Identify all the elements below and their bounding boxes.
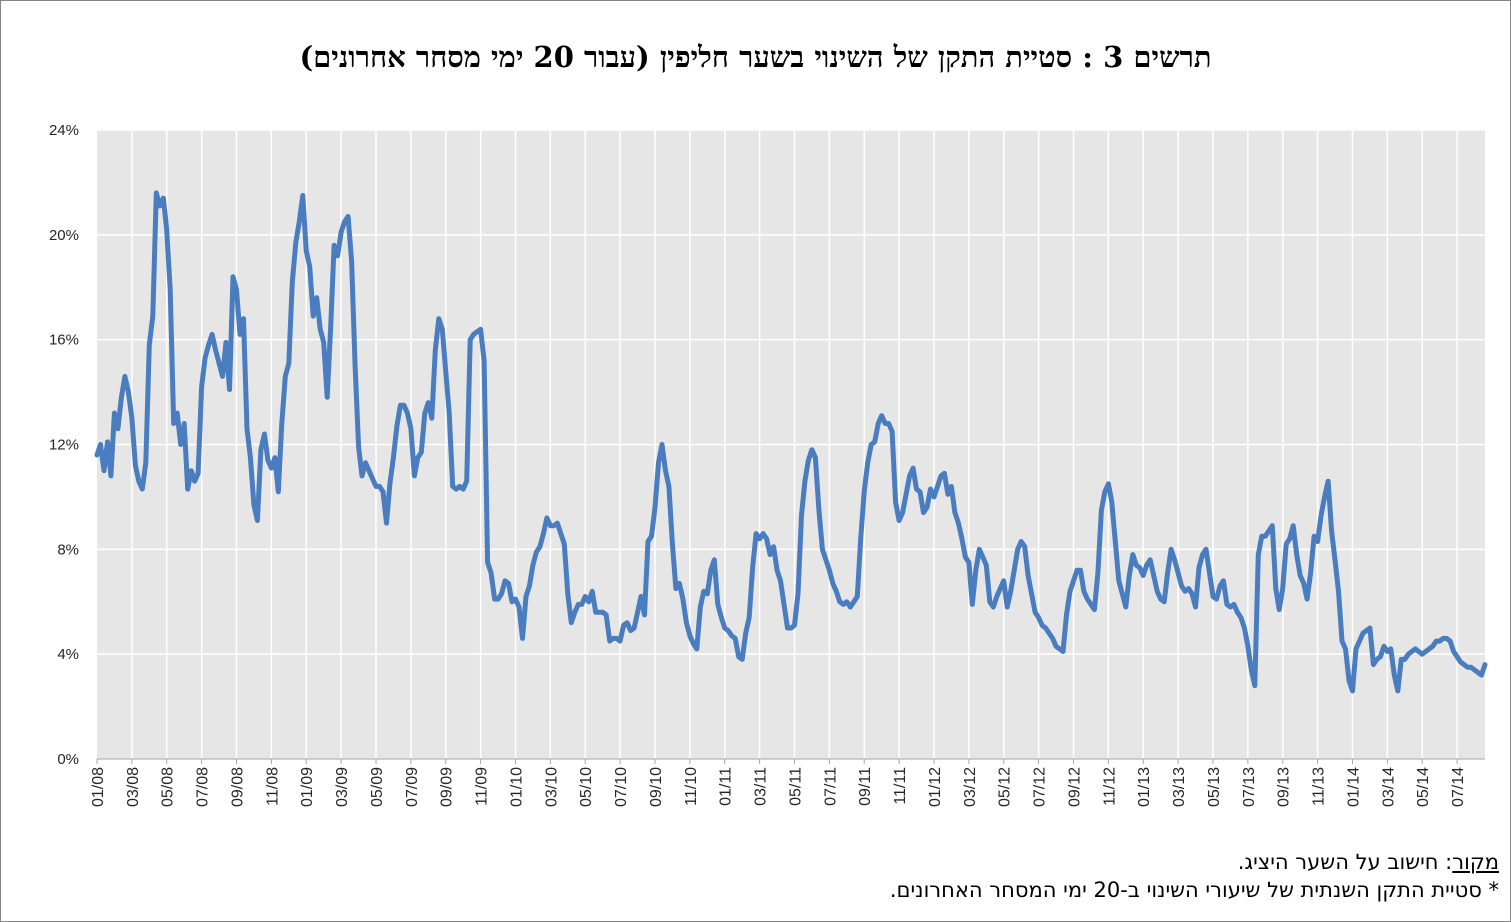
x-tick-label: 01/12 [927, 767, 944, 807]
x-tick-label: 11/08 [264, 767, 281, 806]
x-tick-label: 11/09 [474, 767, 491, 806]
y-tick-label: 0% [57, 751, 79, 768]
y-tick-label: 24% [49, 122, 79, 139]
x-tick-label: 09/09 [439, 767, 456, 807]
x-tick-label: 03/13 [1171, 767, 1188, 807]
x-tick-label: 11/10 [683, 767, 700, 806]
y-tick-label: 8% [57, 541, 79, 558]
x-tick-label: 07/14 [1450, 767, 1467, 807]
x-tick-label: 03/08 [125, 767, 142, 807]
x-tick-label: 09/11 [857, 767, 874, 806]
x-tick-label: 01/08 [90, 767, 107, 807]
series-line [94, 190, 1488, 694]
x-tick-label: 07/08 [195, 767, 212, 807]
x-tick-label: 01/10 [508, 767, 525, 807]
y-tick-label: 20% [49, 227, 79, 244]
x-tick-label: 03/12 [962, 767, 979, 807]
y-tick-label: 4% [57, 646, 79, 663]
y-tick-label: 12% [49, 437, 79, 454]
x-tick-label: 05/08 [160, 767, 177, 807]
x-tick-label: 07/10 [613, 767, 630, 807]
x-tick-label: 07/09 [404, 767, 421, 807]
x-tick-label: 05/13 [1206, 767, 1223, 807]
x-tick-label: 09/10 [648, 767, 665, 807]
chart-title: תרשים 3 : סטיית התקן של השינוי בשער חליפ… [299, 40, 1212, 74]
x-tick-label: 03/11 [753, 767, 770, 806]
x-tick-label: 07/12 [1032, 767, 1049, 807]
x-tick-label: 05/09 [369, 767, 386, 807]
x-tick-label: 01/13 [1136, 767, 1153, 807]
x-tick-label: 01/14 [1345, 767, 1362, 807]
footnote: * סטיית התקן השנתית של שיעורי השינוי ב-2… [889, 878, 1499, 902]
x-tick-label: 11/12 [1101, 767, 1118, 806]
y-axis: 0% 4% 8% 12% 16% 20% 24% [49, 122, 79, 768]
chart-notes: מקור: חישוב על השער היציג. * סטיית התקן … [599, 848, 1499, 904]
x-tick-label: 03/14 [1380, 767, 1397, 807]
x-tick-label: 05/12 [997, 767, 1014, 807]
x-tick-label: 01/09 [299, 767, 316, 807]
x-axis: 01/08 03/08 05/08 07/08 09/08 11/08 01/09 03/09… [90, 759, 1467, 807]
source-label: מקור [1452, 850, 1499, 874]
x-tick-label: 03/10 [543, 767, 560, 807]
x-tick-label: 11/13 [1311, 767, 1328, 806]
x-tick-label: 03/09 [334, 767, 351, 807]
x-tick-label: 09/08 [229, 767, 246, 807]
source-text: : חישוב על השער היציג. [1237, 850, 1453, 874]
x-tick-label: 09/13 [1276, 767, 1293, 807]
x-tick-label: 07/11 [822, 767, 839, 806]
x-tick-label: 11/11 [892, 767, 909, 805]
x-tick-label: 05/10 [578, 767, 595, 807]
source-note: מקור: חישוב על השער היציג. [599, 848, 1499, 876]
x-tick-label: 05/14 [1415, 767, 1432, 807]
x-tick-label: 09/12 [1066, 767, 1083, 807]
x-tick-label: 07/13 [1241, 767, 1258, 807]
x-tick-label: 01/11 [718, 767, 735, 806]
y-tick-label: 16% [49, 332, 79, 349]
x-tick-label: 05/11 [787, 767, 804, 806]
